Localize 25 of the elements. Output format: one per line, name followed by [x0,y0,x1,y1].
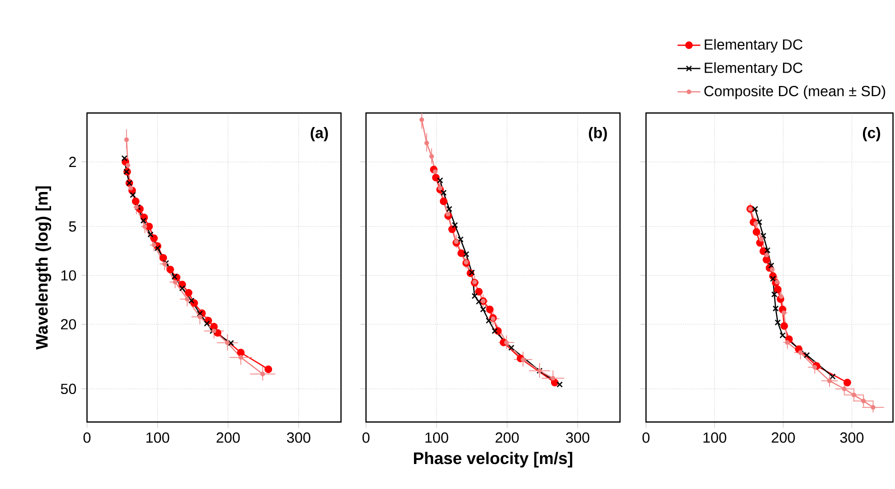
x-axis-title: Phase velocity [m/s] [414,452,572,468]
y-tick-label: 20 [61,319,76,330]
legend-label: Elementary DC [704,38,802,53]
legend-label: Elementary DC [704,62,802,76]
legend-label: Composite DC (mean ± SD) [704,86,886,100]
x-tick-label: 300 [287,432,310,443]
text: (a) [310,126,328,142]
text: (c) [862,126,880,142]
x-tick-label: 0 [642,432,650,443]
x-tick-label: 300 [566,432,590,443]
y-tick-label: 5 [69,221,76,232]
x-tick-label: 0 [83,432,90,443]
y-tick-label: 10 [61,270,76,281]
x-tick-label: 0 [362,432,370,443]
x-tick-label: 100 [703,432,726,443]
y-tick-label: 50 [60,384,76,394]
x-tick-label: 300 [840,432,864,443]
x-tick-label: 100 [146,432,170,443]
x-tick-label: 200 [772,432,795,443]
x-tick-label: 200 [496,432,519,443]
y-axis-title: Wavelength (log) [m] [36,186,52,350]
x-tick-label: 200 [216,432,240,443]
text: (b) [588,126,607,142]
y-tick-label: 2 [69,156,76,167]
x-tick-label: 100 [425,432,448,443]
